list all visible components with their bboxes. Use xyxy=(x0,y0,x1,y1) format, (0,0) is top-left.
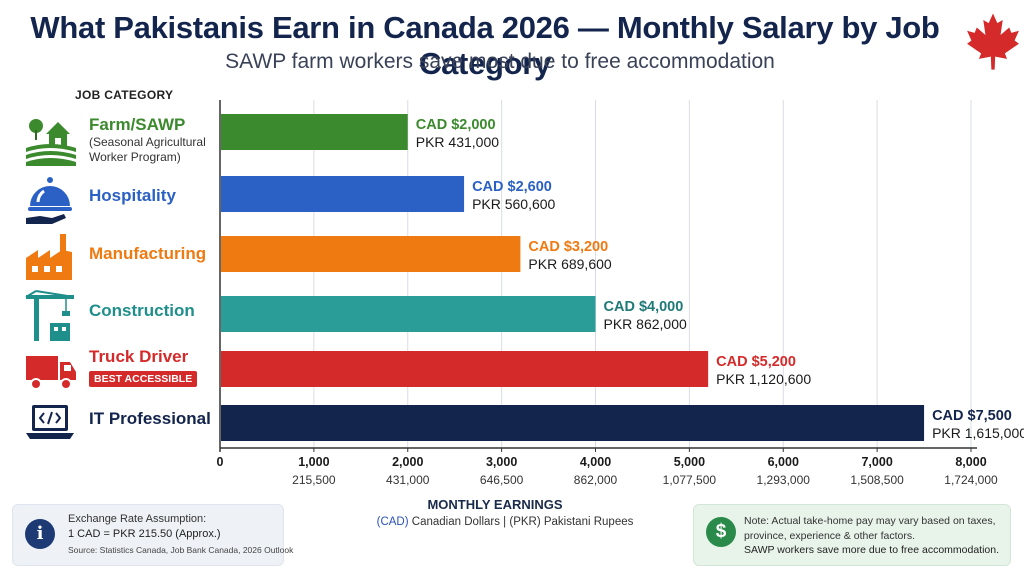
currency-legend: (CAD) Canadian Dollars | (PKR) Pakistani… xyxy=(330,516,680,528)
category-manufacturing: Manufacturing xyxy=(22,230,217,286)
x-tick-label-pkr: 431,000 xyxy=(386,473,430,487)
hospitality-icon xyxy=(26,177,72,224)
x-tick-label: 0 xyxy=(217,455,224,469)
x-tick-label-pkr: 1,724,000 xyxy=(944,473,998,487)
data-label-pkr: PKR 1,615,000 xyxy=(932,425,1024,441)
x-tick-label-pkr: 1,077,500 xyxy=(663,473,717,487)
x-tick-label: 7,000 xyxy=(861,455,892,469)
category-name: Hospitality xyxy=(89,186,176,205)
exchange-rate-title: Exchange Rate Assumption: xyxy=(68,513,207,525)
bar xyxy=(221,351,709,387)
best-accessible-badge: BEST ACCESSIBLE xyxy=(89,371,198,387)
x-tick-label-pkr: 1,508,500 xyxy=(850,473,904,487)
data-label-cad: CAD $5,200 xyxy=(716,354,796,370)
page-title: What Pakistanis Earn in Canada 2026 — Mo… xyxy=(30,10,940,81)
note-box: $ Note: Actual take-home pay may vary ba… xyxy=(693,504,1011,566)
truck-icon xyxy=(26,356,76,390)
x-tick-label: 2,000 xyxy=(392,455,423,469)
x-tick-label: 3,000 xyxy=(486,455,517,469)
category-truck-driver: Truck Driver BEST ACCESSIBLE xyxy=(22,342,217,398)
crane-icon xyxy=(25,290,75,341)
x-tick-label-pkr: 646,500 xyxy=(480,473,524,487)
category-farm: Farm/SAWP (Seasonal Agricultural Worker … xyxy=(22,112,217,168)
x-tick-label-pkr: 862,000 xyxy=(574,473,618,487)
source-note: Source: Statistics Canada, Job Bank Cana… xyxy=(68,545,294,555)
x-tick-label: 6,000 xyxy=(768,455,799,469)
data-label-pkr: PKR 1,120,600 xyxy=(716,371,811,387)
category-name: Manufacturing xyxy=(89,244,207,263)
page-subtitle: SAWP farm workers save most due to free … xyxy=(225,50,775,73)
note-text: Note: Actual take-home pay may vary base… xyxy=(744,515,996,542)
category-subtitle: (Seasonal Agricultural Worker Program) xyxy=(89,135,206,164)
category-construction: Construction xyxy=(22,287,217,343)
category-name: Truck Driver xyxy=(89,347,189,366)
x-tick-label-pkr: 1,293,000 xyxy=(757,473,811,487)
data-label-cad: CAD $7,500 xyxy=(932,408,1012,424)
x-tick-label: 5,000 xyxy=(674,455,705,469)
exchange-rate-value: 1 CAD = PKR 215.50 (Approx.) xyxy=(68,528,221,540)
data-label-cad: CAD $4,000 xyxy=(604,299,684,315)
category-name: Farm/SAWP xyxy=(89,115,186,134)
bar xyxy=(221,236,521,272)
note-sawp: SAWP workers save more due to free accom… xyxy=(744,544,1000,556)
x-axis-title: MONTHLY EARNINGS xyxy=(427,497,563,512)
factory-icon xyxy=(26,234,72,280)
data-label-cad: CAD $2,000 xyxy=(416,117,496,133)
bar xyxy=(221,114,408,150)
maple-leaf-icon xyxy=(967,13,1019,70)
category-hospitality: Hospitality xyxy=(22,172,217,228)
data-label-pkr: PKR 560,600 xyxy=(472,196,555,212)
data-label-pkr: PKR 689,600 xyxy=(528,256,611,272)
bar xyxy=(221,296,596,332)
category-it-professional: IT Professional xyxy=(22,395,217,451)
x-tick-label-pkr: 215,500 xyxy=(292,473,336,487)
data-label-pkr: PKR 862,000 xyxy=(604,316,687,332)
category-header: JOB CATEGORY xyxy=(75,88,174,102)
category-name: IT Professional xyxy=(89,409,211,428)
x-tick-label: 1,000 xyxy=(298,455,329,469)
data-label-pkr: PKR 431,000 xyxy=(416,134,499,150)
currency-legend-text: Canadian Dollars | (PKR) Pakistani Rupee… xyxy=(408,516,634,528)
data-label-cad: CAD $3,200 xyxy=(528,239,608,255)
cad-legend-label: (CAD) xyxy=(376,516,409,528)
info-icon: i xyxy=(25,519,55,549)
category-name: Construction xyxy=(89,301,195,320)
x-tick-label: 4,000 xyxy=(580,455,611,469)
laptop-code-icon xyxy=(26,405,74,439)
bar xyxy=(221,405,925,441)
data-label-cad: CAD $2,600 xyxy=(472,179,552,195)
bar xyxy=(221,176,465,212)
farm-icon xyxy=(26,119,76,166)
x-tick-label: 8,000 xyxy=(955,455,986,469)
exchange-rate-box: i Exchange Rate Assumption: 1 CAD = PKR … xyxy=(12,504,293,566)
dollar-icon: $ xyxy=(706,517,736,547)
